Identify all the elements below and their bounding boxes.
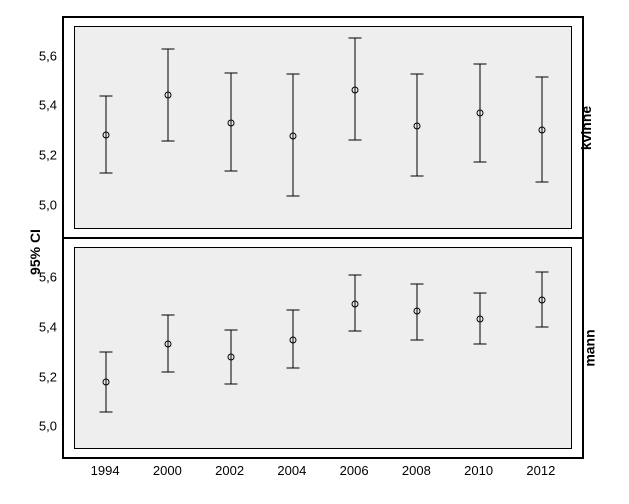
error-bar-cap — [535, 182, 548, 183]
error-bar-cap — [535, 271, 548, 272]
y-tick-label: 5,6 — [39, 270, 57, 285]
y-tick-label: 5,0 — [39, 419, 57, 434]
data-marker — [227, 119, 234, 126]
error-bar-cap — [349, 275, 362, 276]
x-tick-label: 2000 — [153, 463, 182, 478]
error-bar-cap — [286, 74, 299, 75]
error-bar-cap — [162, 315, 175, 316]
x-tick-label: 2012 — [526, 463, 555, 478]
error-bar-cap — [473, 343, 486, 344]
y-tick-label: 5,0 — [39, 197, 57, 212]
data-marker — [352, 300, 359, 307]
error-bar-cap — [100, 352, 113, 353]
error-bar-cap — [162, 49, 175, 50]
error-bar-cap — [349, 331, 362, 332]
error-bar-cap — [224, 170, 237, 171]
error-bar-cap — [224, 72, 237, 73]
y-tick-label: 5,2 — [39, 369, 57, 384]
error-bar-cap — [411, 283, 424, 284]
error-bar-cap — [286, 368, 299, 369]
data-marker — [165, 92, 172, 99]
data-marker — [289, 133, 296, 140]
error-bar-cap — [473, 292, 486, 293]
x-tick-label: 2002 — [215, 463, 244, 478]
panel-plot-area — [74, 247, 572, 449]
error-bar-cap — [286, 310, 299, 311]
error-bar-cap — [411, 175, 424, 176]
error-bar-cap — [224, 329, 237, 330]
data-marker — [227, 354, 234, 361]
data-marker — [538, 126, 545, 133]
error-bar-cap — [535, 327, 548, 328]
error-bar-cap — [100, 173, 113, 174]
data-marker — [289, 336, 296, 343]
panel-label-kvinne: kvinne — [578, 105, 594, 149]
x-tick-label: 2008 — [402, 463, 431, 478]
data-marker — [538, 297, 545, 304]
error-bar-cap — [349, 38, 362, 39]
y-tick-label: 5,4 — [39, 319, 57, 334]
x-tick-label: 1994 — [91, 463, 120, 478]
error-bar-cap — [535, 76, 548, 77]
error-bar-cap — [473, 162, 486, 163]
x-tick-label: 2010 — [464, 463, 493, 478]
data-marker — [414, 308, 421, 315]
error-bar-cap — [349, 139, 362, 140]
error-bar-chart: 95% CI kvinne mann 5,0 5,2 5,4 5,6 5,0 5,2 5,4… — [0, 0, 629, 504]
data-marker — [165, 340, 172, 347]
x-tick-label: 2006 — [340, 463, 369, 478]
y-tick-label: 5,4 — [39, 98, 57, 113]
error-bar-cap — [100, 411, 113, 412]
error-bar-cap — [473, 64, 486, 65]
x-tick-label: 2004 — [277, 463, 306, 478]
panel-plot-area — [74, 26, 572, 229]
data-marker — [414, 123, 421, 130]
error-bar-cap — [286, 195, 299, 196]
y-tick-label: 5,6 — [39, 48, 57, 63]
error-bar-cap — [162, 372, 175, 373]
data-marker — [476, 315, 483, 322]
error-bar-cap — [411, 74, 424, 75]
error-bar-cap — [411, 339, 424, 340]
panel-kvinne: kvinne — [63, 17, 583, 238]
error-bar-cap — [100, 96, 113, 97]
error-bar-cap — [224, 384, 237, 385]
panel-label-mann: mann — [581, 329, 597, 366]
error-bar-cap — [162, 141, 175, 142]
data-marker — [476, 109, 483, 116]
y-axis-label: 95% CI — [27, 229, 43, 275]
data-marker — [352, 87, 359, 94]
data-marker — [103, 379, 110, 386]
chart-frame: kvinne mann — [62, 16, 584, 459]
data-marker — [103, 131, 110, 138]
y-tick-label: 5,2 — [39, 148, 57, 163]
panel-mann: mann — [63, 238, 583, 458]
